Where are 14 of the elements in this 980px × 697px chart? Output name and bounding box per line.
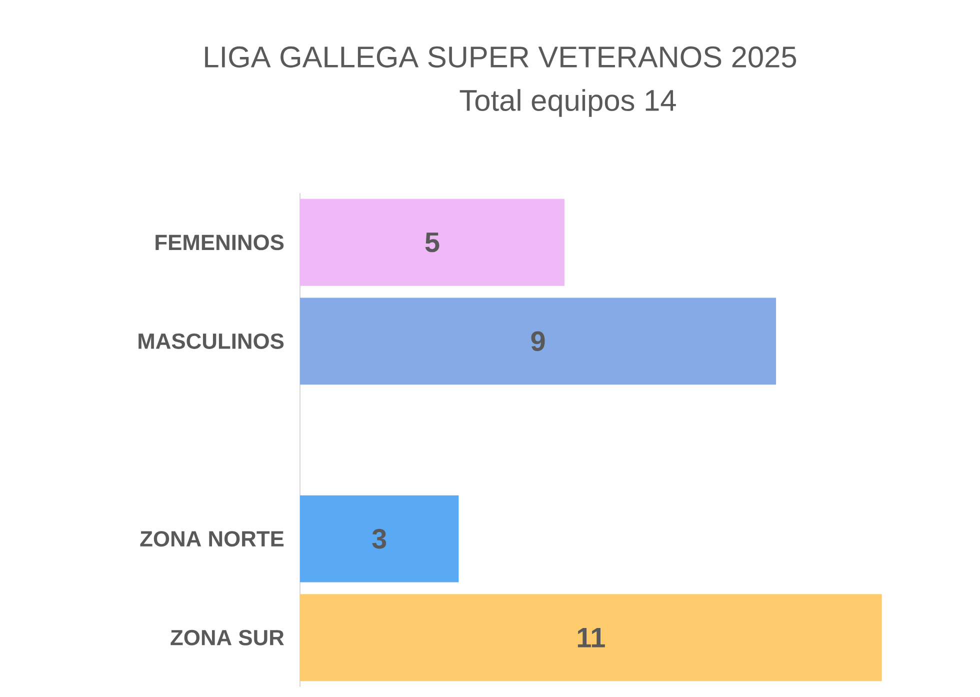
y-tick-label: ZONA NORTE	[140, 531, 284, 547]
bar	[300, 594, 882, 682]
bar	[300, 298, 776, 385]
y-tick-label: ZONA SUR	[170, 630, 284, 646]
data-label: 5	[425, 232, 440, 252]
bar	[300, 198, 564, 286]
chart-subtitle: Total equipos 14	[460, 89, 676, 117]
data-label: 11	[578, 628, 605, 648]
bar	[300, 495, 459, 582]
data-label: 3	[372, 528, 386, 549]
chart-title: LIGA GALLEGA SUPER VETERANOS 2025	[205, 46, 796, 68]
y-tick-label: FEMENINOS	[156, 234, 284, 250]
data-label: 9	[531, 331, 545, 352]
y-tick-label: MASCULINOS	[138, 333, 284, 349]
